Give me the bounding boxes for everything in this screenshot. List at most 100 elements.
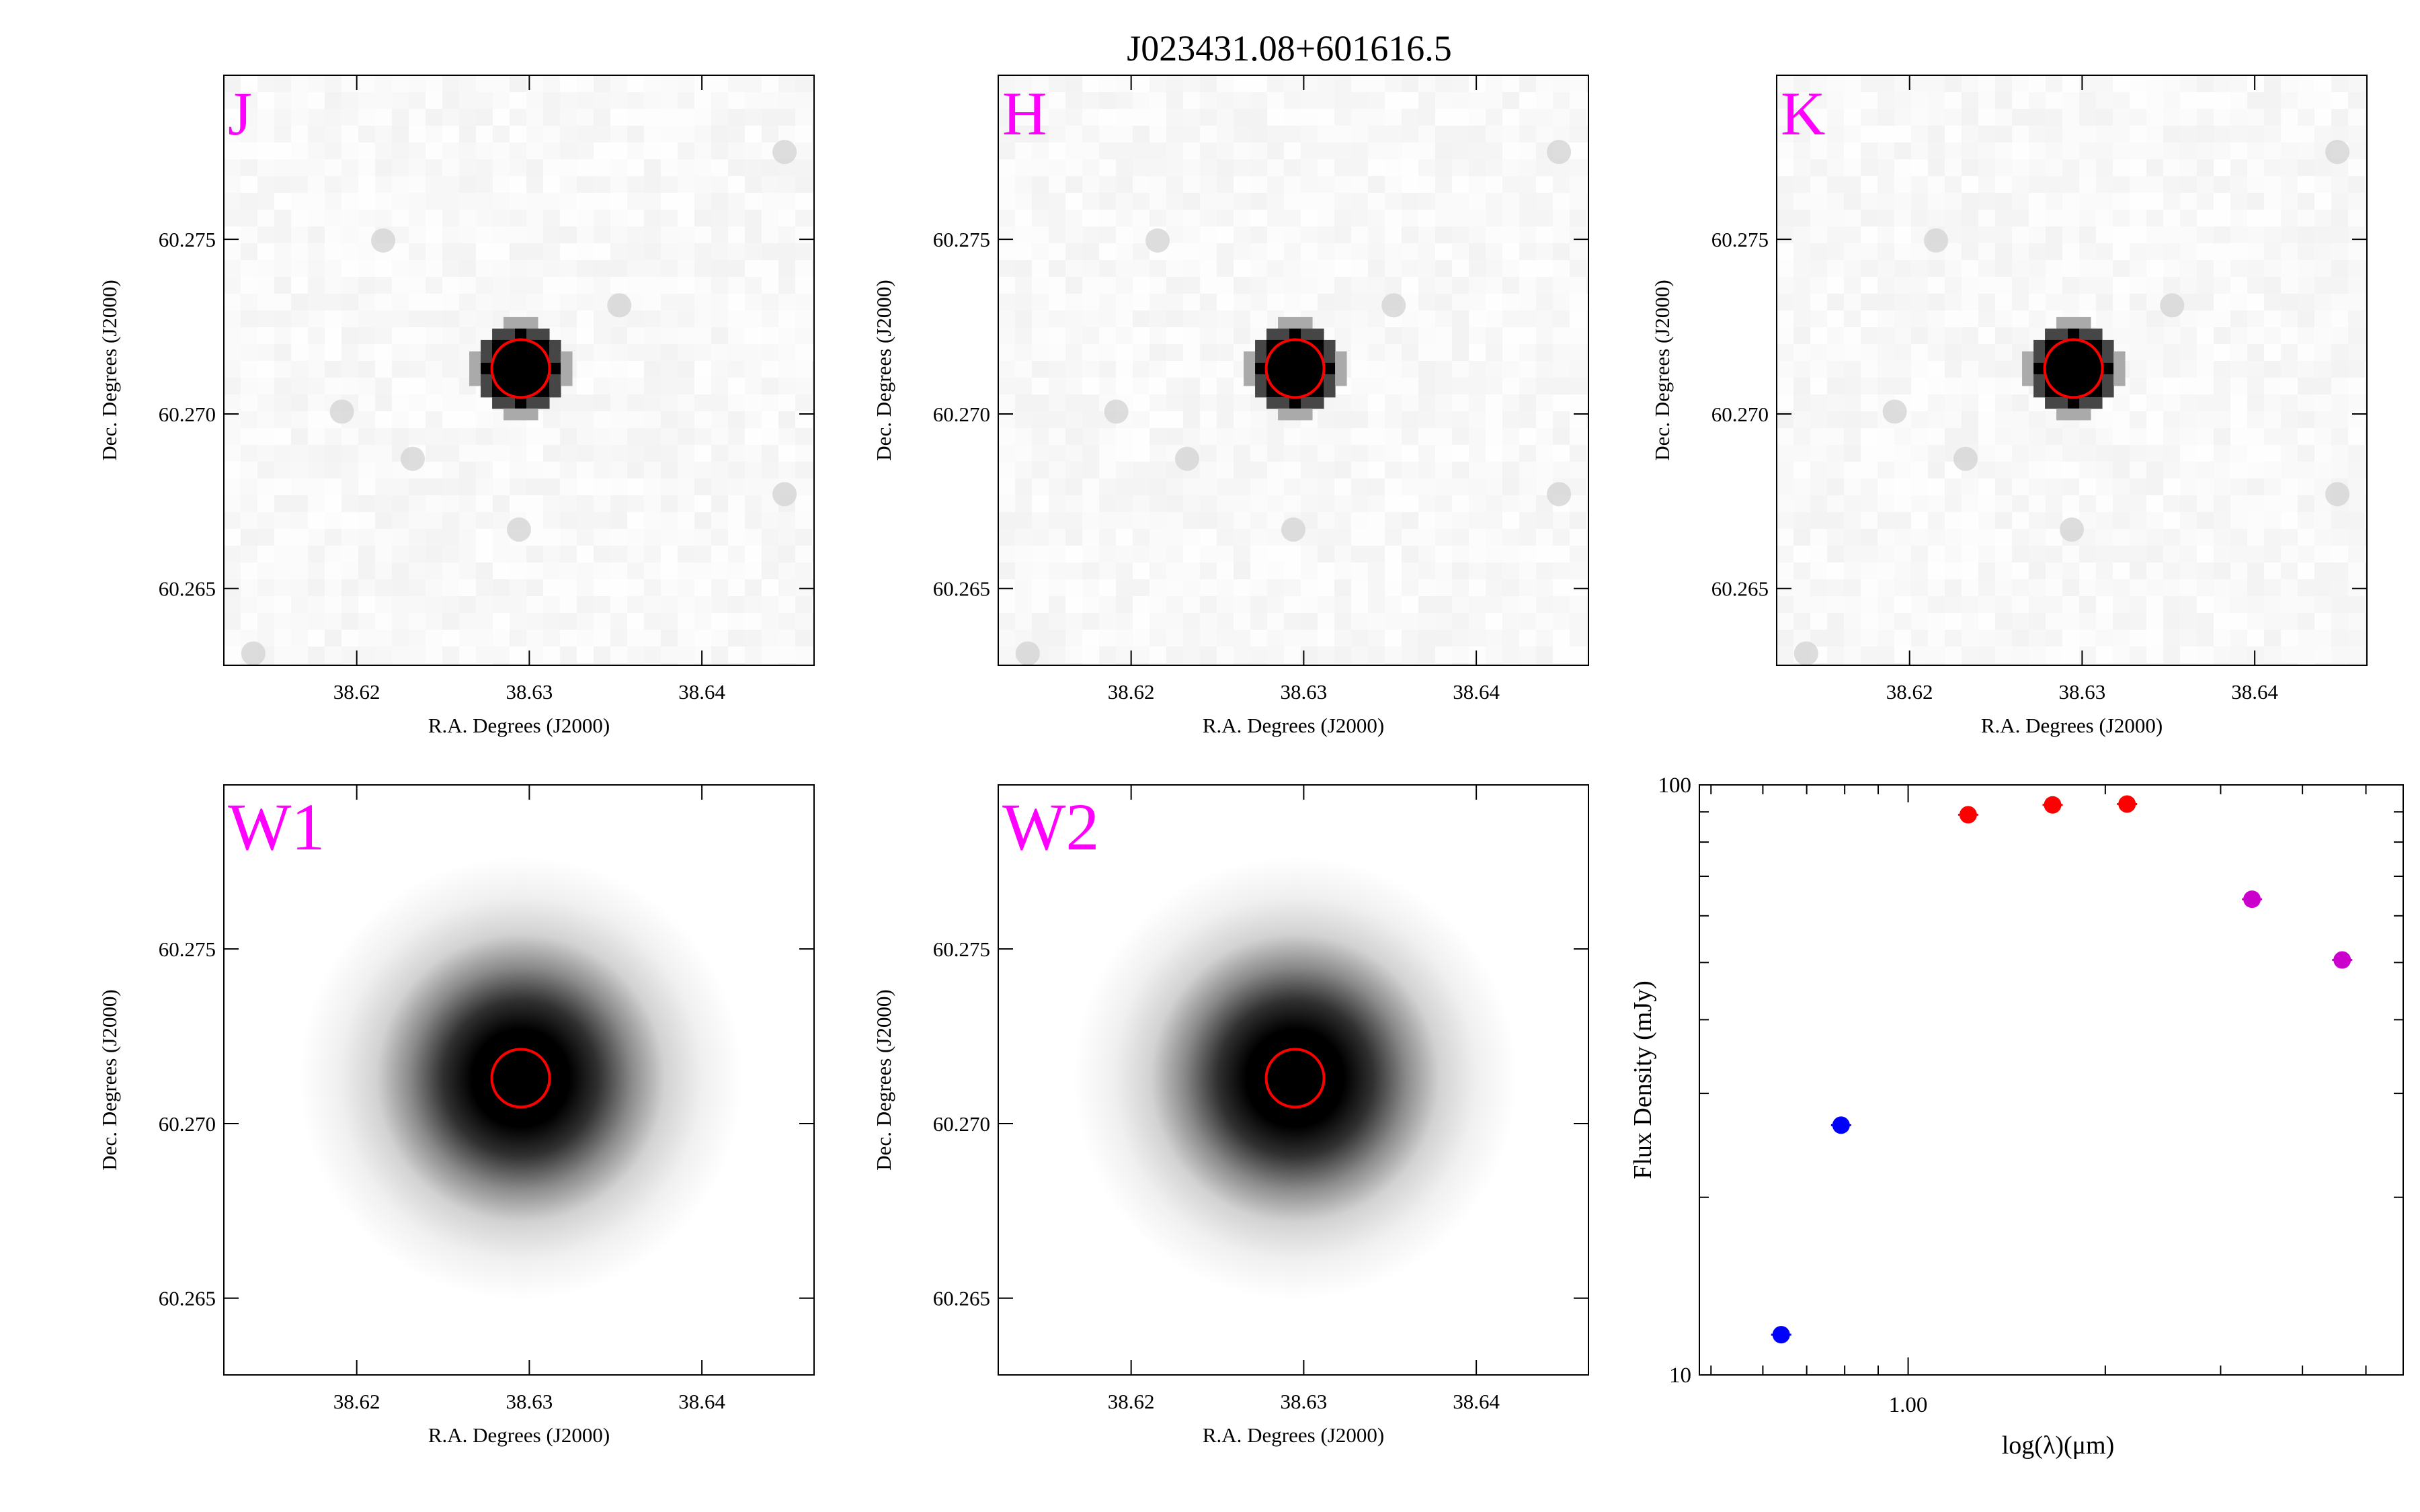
sky-pixel [409, 92, 426, 110]
sky-pixel [274, 75, 292, 93]
sky-pixel [1418, 176, 1436, 194]
sky-pixel [526, 226, 544, 244]
sky-pixel [1486, 126, 1503, 143]
sky-pixel [1015, 260, 1033, 278]
sky-pixel [1200, 394, 1217, 412]
sky-pixel [2247, 512, 2265, 530]
sky-pixel [1586, 126, 1588, 143]
sky-pixel [442, 310, 460, 328]
sky-pixel [1250, 92, 1268, 110]
source-pixel [503, 396, 516, 409]
sky-pixel [694, 361, 712, 378]
sky-pixel [1793, 327, 1811, 345]
sky-pixel [1200, 159, 1217, 177]
sky-pixel [1200, 478, 1217, 496]
sky-pixel [426, 428, 443, 446]
sky-pixel [1469, 159, 1486, 177]
sky-pixel [1553, 193, 1570, 210]
sky-pixel [2163, 630, 2181, 647]
sky-pixel [1267, 92, 1285, 110]
sky-pixel [1519, 344, 1537, 362]
sky-pixel [2146, 478, 2164, 496]
sky-pixel [1032, 478, 1049, 496]
sky-pixel [1082, 428, 1100, 446]
sky-pixel [2281, 142, 2298, 160]
sky-pixel [308, 428, 325, 446]
sky-pixel [2365, 193, 2367, 210]
sky-pixel [1150, 193, 1167, 210]
sky-pixel [1777, 159, 1794, 177]
sky-pixel [1217, 294, 1234, 311]
sky-pixel [711, 411, 729, 429]
sky-pixel [476, 478, 493, 496]
sky-pixel [1570, 495, 1587, 513]
sky-pixel [409, 495, 426, 513]
sky-pixel [745, 310, 762, 328]
sky-pixel [1486, 428, 1503, 446]
y-tick-label: 60.265 [933, 577, 990, 601]
source-pixel [1255, 385, 1267, 398]
sky-pixel [341, 109, 359, 126]
sky-pixel [1435, 260, 1453, 278]
sky-pixel [426, 663, 443, 665]
sky-pixel [2146, 176, 2164, 194]
sky-pixel [1032, 596, 1049, 614]
sky-pixel [375, 344, 393, 362]
sky-pixel [1536, 109, 1554, 126]
source-pixel [1301, 362, 1313, 375]
sky-pixel [1099, 75, 1117, 93]
sky-pixel [1334, 428, 1352, 446]
sky-pixel [1435, 75, 1453, 93]
sky-pixel [2314, 277, 2332, 294]
sky-pixel [224, 596, 241, 614]
sky-pixel [1962, 75, 1979, 93]
source-pixel [2033, 351, 2046, 364]
sky-pixel [661, 378, 678, 395]
sky-pixel [1844, 294, 1861, 311]
sky-pixel [2314, 378, 2332, 395]
source-pixel [2113, 362, 2126, 375]
sky-pixel [2314, 361, 2332, 378]
sky-pixel [1777, 142, 1794, 160]
sky-pixel [1861, 630, 1878, 647]
source-pixel [2113, 374, 2126, 386]
sky-pixel [795, 512, 813, 530]
sky-pixel [2314, 445, 2332, 462]
source-pixel [1289, 408, 1301, 421]
sky-pixel [426, 478, 443, 496]
sky-pixel [2180, 361, 2197, 378]
sky-pixel [1553, 210, 1570, 227]
sky-pixel [224, 478, 241, 496]
sky-pixel [1200, 495, 1217, 513]
sky-pixel [1200, 462, 1217, 479]
sky-pixel [1827, 344, 1845, 362]
sky-pixel [2113, 613, 2130, 630]
sky-pixel [795, 378, 813, 395]
sky-pixel [762, 310, 779, 328]
sky-pixel [1810, 394, 1828, 412]
sky-pixel [375, 579, 393, 597]
sky-pixel [1032, 294, 1049, 311]
sky-pixel [795, 142, 813, 160]
sky-pixel [1065, 630, 1083, 647]
sky-pixel [2113, 411, 2130, 429]
sed-series-2 [2242, 890, 2353, 969]
sky-pixel [1015, 579, 1033, 597]
sky-pixel [1301, 142, 1318, 160]
sky-pixel [1586, 478, 1588, 496]
source-pixel [1266, 396, 1279, 409]
sky-pixel [1777, 176, 1794, 194]
sky-pixel [1995, 411, 2013, 429]
sky-pixel [2029, 630, 2046, 647]
sky-pixel [795, 310, 813, 328]
sky-pixel [1570, 260, 1587, 278]
sky-pixel [678, 579, 695, 597]
source-pixel [2068, 339, 2080, 352]
sky-pixel [375, 327, 393, 345]
sky-pixel [2096, 142, 2113, 160]
sky-pixel [1435, 462, 1453, 479]
sky-pixel [325, 478, 342, 496]
sky-pixel [1978, 226, 1996, 244]
sky-pixel [2079, 478, 2097, 496]
sky-pixel [2331, 512, 2349, 530]
